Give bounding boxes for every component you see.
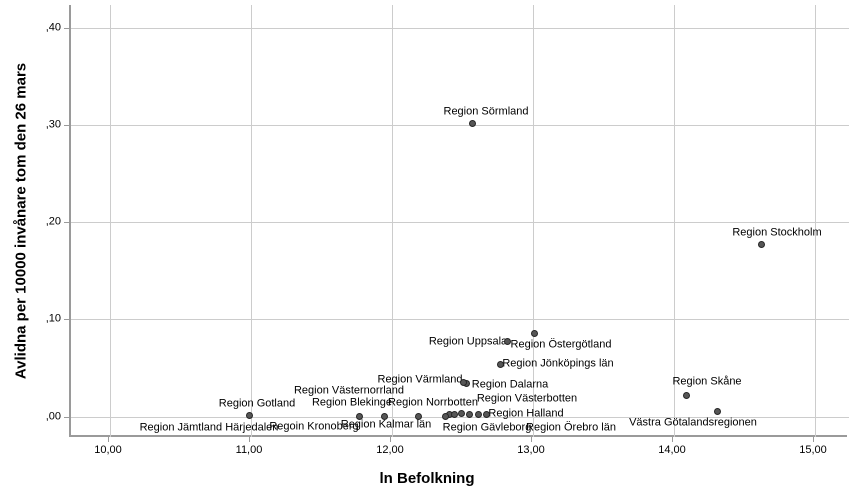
data-point xyxy=(504,338,512,346)
gridline-x xyxy=(815,5,816,437)
data-point xyxy=(468,119,476,127)
x-tick-label: 12,00 xyxy=(376,444,404,456)
data-point xyxy=(466,411,474,419)
point-label: Region Västernorrland xyxy=(293,384,405,397)
point-label: Region Örebro län xyxy=(526,421,616,434)
gridline-x xyxy=(251,5,252,437)
point-label: Region Uppsala xyxy=(428,335,508,348)
data-point xyxy=(356,413,364,420)
data-point xyxy=(757,241,765,249)
x-tick-label: 10,00 xyxy=(94,444,122,456)
y-tick-mark xyxy=(64,319,69,321)
gridline-y xyxy=(71,222,849,224)
data-point xyxy=(442,413,450,420)
data-point xyxy=(482,411,490,419)
y-tick-label: ,20 xyxy=(45,215,61,228)
y-axis-title: Avlidna per 10000 invånare tom den 26 ma… xyxy=(12,62,30,380)
data-point xyxy=(381,413,389,420)
y-tick-label: ,30 xyxy=(45,118,61,131)
x-tick-mark xyxy=(249,437,250,442)
point-label: Region Jämtland Härjedalen xyxy=(139,421,279,434)
point-label: Region Stockholm xyxy=(732,226,822,239)
x-tick-mark xyxy=(672,437,673,442)
point-label: Region Värmland xyxy=(377,373,463,386)
y-tick-label: ,00 xyxy=(45,410,61,422)
point-label: Region Sörmland xyxy=(443,105,529,118)
x-axis-title: ln Befolkning xyxy=(379,470,475,487)
data-point xyxy=(683,391,691,399)
point-label: Region Kalmar län xyxy=(340,418,432,431)
data-point xyxy=(450,411,458,419)
gridline-y xyxy=(71,28,849,29)
y-tick-mark xyxy=(64,222,69,224)
data-point xyxy=(714,408,722,416)
point-label: Region Gävleborg xyxy=(442,421,532,434)
point-label: Västra Götalandsregionen xyxy=(629,416,757,429)
point-label: Regoin Kronoberg xyxy=(269,420,359,433)
data-point xyxy=(474,411,482,419)
data-point xyxy=(457,410,465,418)
point-label: Region Jönköpings län xyxy=(502,357,614,370)
gridline-x xyxy=(110,5,111,437)
x-tick-label: 11,00 xyxy=(235,444,263,456)
y-tick-mark xyxy=(64,125,69,127)
x-tick-label: 13,00 xyxy=(517,444,545,456)
x-tick-mark xyxy=(108,437,109,442)
gridline-y xyxy=(71,416,849,418)
y-tick-mark xyxy=(64,28,69,29)
gridline-y xyxy=(71,319,849,321)
data-point xyxy=(415,413,423,420)
y-tick-label: ,10 xyxy=(45,312,61,325)
point-label: Region Blekinge xyxy=(311,396,393,409)
plot-area: Region Sörmland Region Stockholm Region Ös… xyxy=(69,5,849,437)
y-tick-mark xyxy=(64,416,69,418)
gridline-x xyxy=(674,5,675,437)
data-point xyxy=(460,379,468,386)
point-label: Region Halland xyxy=(488,407,564,420)
x-tick-mark xyxy=(813,437,814,442)
x-tick-label: 15,00 xyxy=(799,444,827,456)
data-point xyxy=(246,412,254,420)
gridline-x xyxy=(392,5,393,437)
y-tick-label: ,40 xyxy=(45,21,61,34)
x-tick-mark xyxy=(531,437,532,442)
data-point xyxy=(530,330,538,338)
point-label: Region Dalarna xyxy=(471,378,549,391)
point-label: Region Norrbotten xyxy=(388,396,478,409)
x-tick-mark xyxy=(390,437,391,442)
x-tick-label: 14,00 xyxy=(658,444,686,456)
point-label: Region Östergötland xyxy=(510,338,612,351)
point-label: Region Gotland xyxy=(218,397,296,410)
data-point xyxy=(497,360,505,368)
gridline-y xyxy=(71,125,849,127)
point-label: Region Skåne xyxy=(672,375,742,388)
point-label: Region Västerbotten xyxy=(476,392,578,405)
gridline-x xyxy=(533,5,534,437)
